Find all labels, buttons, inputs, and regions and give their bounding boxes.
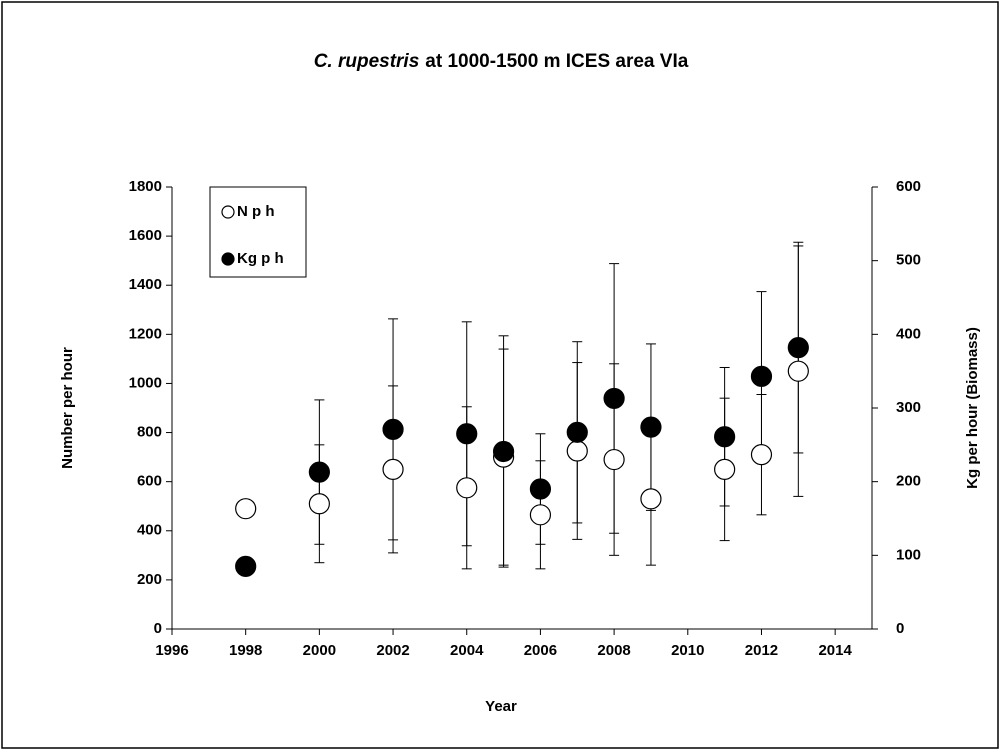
point <box>235 555 257 577</box>
x-tick-label: 2012 <box>745 642 778 659</box>
x-tick-label: 2004 <box>450 642 484 659</box>
y2-tick-label: 300 <box>896 399 921 416</box>
y-tick-label: 800 <box>137 424 162 441</box>
y-axis-label: Number per hour <box>59 347 76 469</box>
y2-tick-label: 0 <box>896 620 904 637</box>
legend-marker <box>221 205 235 219</box>
point <box>566 440 588 462</box>
title-rest: at 1000-1500 m ICES area VIa <box>425 51 688 72</box>
point <box>456 423 478 445</box>
point <box>492 440 515 463</box>
point <box>382 418 404 440</box>
y2-tick-label: 100 <box>896 546 921 563</box>
point <box>603 448 625 471</box>
y2-tick-label: 400 <box>896 325 921 342</box>
point <box>750 444 773 466</box>
point <box>566 421 588 443</box>
point <box>308 493 330 515</box>
y2-tick-label: 200 <box>896 473 921 490</box>
x-axis-label: Year <box>485 698 517 715</box>
point <box>529 504 552 526</box>
legend-marker <box>221 252 235 266</box>
legend-label: N p h <box>237 203 275 220</box>
point <box>640 488 662 510</box>
y-tick-label: 1400 <box>129 276 162 293</box>
y-tick-label: 400 <box>137 522 162 539</box>
y-tick-label: 1000 <box>129 374 162 391</box>
chart-title: C. rupestris at 1000-1500 m ICES area VIa <box>314 51 689 72</box>
x-tick-label: 1996 <box>155 642 188 659</box>
x-tick-label: 2006 <box>524 642 557 659</box>
y-tick-label: 0 <box>154 620 162 637</box>
point <box>787 360 809 382</box>
point <box>640 416 662 438</box>
title-species: C. rupestris <box>314 51 420 72</box>
y2-tick-label: 500 <box>896 252 921 269</box>
x-tick-label: 1998 <box>229 642 262 659</box>
point <box>456 477 478 499</box>
x-tick-label: 2008 <box>597 642 630 659</box>
x-tick-label: 2000 <box>303 642 336 659</box>
point <box>787 336 809 359</box>
point <box>714 426 736 448</box>
y-tick-label: 1600 <box>129 227 162 244</box>
y-tick-label: 1800 <box>129 178 162 195</box>
y2-tick-label: 600 <box>896 178 921 195</box>
point <box>308 461 330 483</box>
x-tick-label: 2002 <box>376 642 409 659</box>
x-tick-label: 2010 <box>671 642 704 659</box>
x-tick-label: 2014 <box>818 642 852 659</box>
y-tick-label: 1200 <box>129 325 162 342</box>
point <box>235 498 257 520</box>
point <box>750 365 773 387</box>
point <box>714 458 736 480</box>
legend-label: Kg p h <box>237 250 284 267</box>
y2-axis-label: Kg per hour (Biomass) <box>964 327 981 489</box>
point <box>382 458 404 480</box>
y-tick-label: 600 <box>137 473 162 490</box>
point <box>603 387 625 410</box>
point <box>529 478 552 500</box>
y-tick-label: 200 <box>137 571 162 588</box>
